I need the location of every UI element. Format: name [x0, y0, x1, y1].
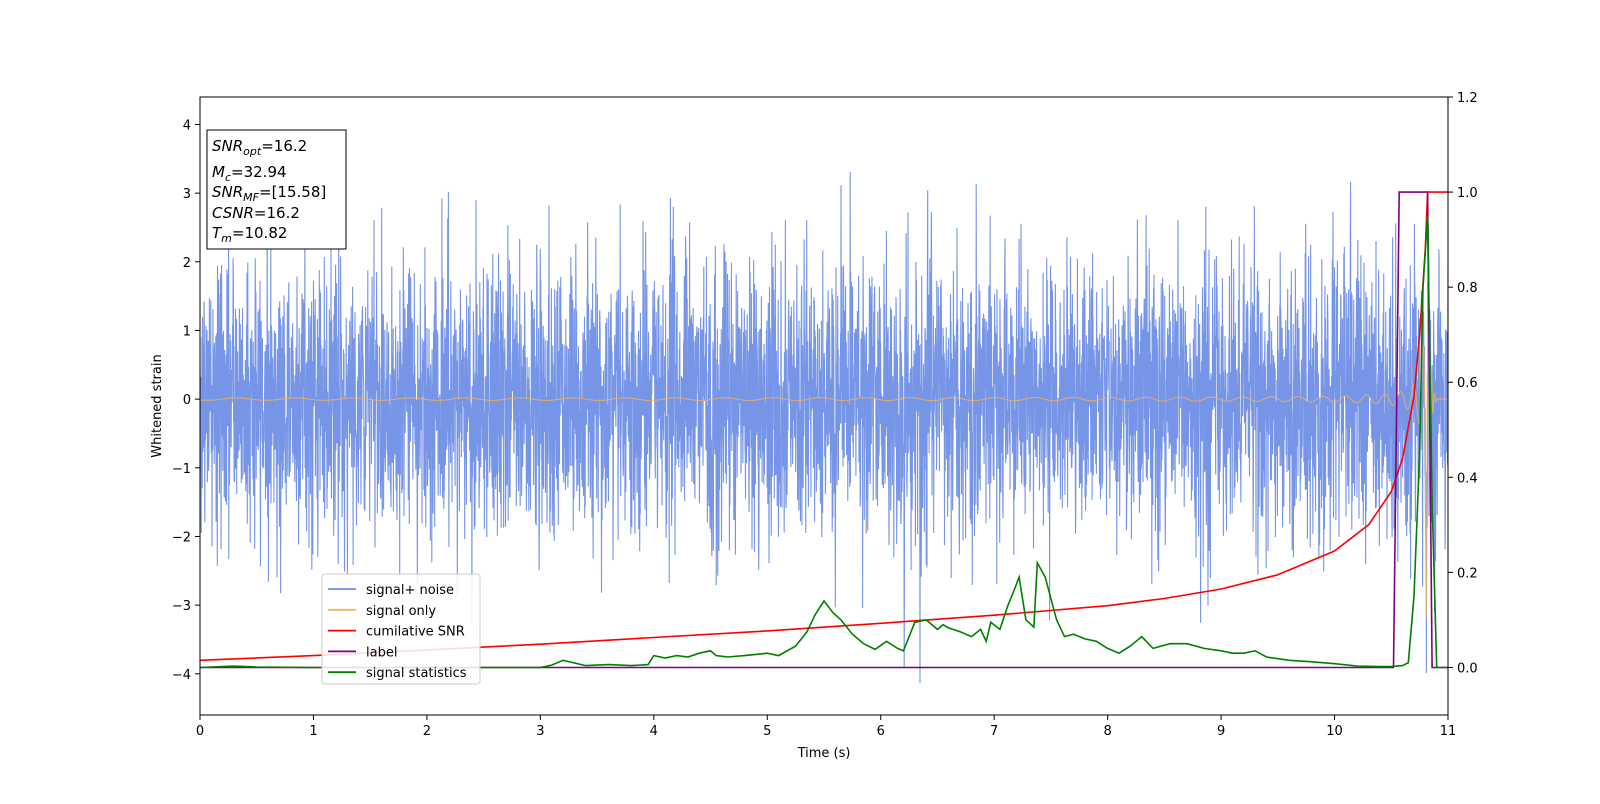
legend-label-signal-noise: signal+ noise — [366, 583, 454, 598]
legend-frame — [321, 573, 481, 685]
annotation-line-2: SNRMF=[15.58] — [212, 183, 326, 204]
y-axis-right: 0.0 0.2 0.4 0.6 0.8 1.0 1.2 — [1448, 91, 1478, 676]
x-tick-label-8: 8 — [1103, 724, 1111, 739]
series-signal-noise — [200, 171, 1448, 684]
x-tick-label-6: 6 — [877, 724, 885, 739]
series-signal-only — [200, 233, 1448, 618]
y-left-tick-label-5: 1 — [183, 324, 191, 339]
x-tick-label-11: 11 — [1440, 724, 1457, 739]
y-left-tick-label-1: −3 — [172, 599, 191, 614]
y-right-tick-label-5: 1.0 — [1457, 186, 1478, 201]
y-left-tick-label-0: −4 — [172, 668, 191, 683]
y-left-tick-label-7: 3 — [183, 187, 191, 202]
x-tick-label-10: 10 — [1326, 724, 1343, 739]
y-left-tick-label-6: 2 — [183, 256, 191, 271]
annotation-frame — [206, 129, 347, 250]
y-right-tick-label-3: 0.6 — [1457, 376, 1478, 391]
y-right-tick-label-4: 0.8 — [1457, 281, 1478, 296]
x-tick-label-7: 7 — [990, 724, 998, 739]
annotation-line-4: Tm=10.82 — [212, 224, 287, 245]
series-label — [200, 191, 1448, 669]
x-tick-label-2: 2 — [423, 724, 431, 739]
annotation-line-1: Mc=32.94 — [212, 163, 287, 184]
legend-label-label: label — [366, 645, 397, 660]
y-right-tick-label-0: 0.0 — [1457, 661, 1478, 676]
legend-label-signal-statistics: signal statistics — [366, 666, 467, 681]
x-tick-label-3: 3 — [536, 724, 544, 739]
annotation-box: SNRopt=16.2 Mc=32.94SNRMF=[15.58]CSNR=16.… — [206, 129, 347, 250]
legend-label-cumilative-snr: cumilative SNR — [366, 625, 465, 640]
x-tick-label-1: 1 — [309, 724, 317, 739]
x-axis: 0 1 2 3 4 5 6 7 8 9 10 11 — [196, 715, 1456, 739]
x-tick-label-9: 9 — [1217, 724, 1225, 739]
y-left-tick-label-8: 4 — [183, 118, 191, 133]
y-right-tick-label-1: 0.2 — [1457, 566, 1478, 581]
x-tick-label-4: 4 — [650, 724, 658, 739]
annotation-line-3: CSNR=16.2 — [212, 204, 300, 222]
series-cumilative-snr — [200, 191, 1448, 662]
legend-label-signal-only: signal only — [366, 604, 436, 619]
y-axis-label: Whitened strain — [150, 354, 165, 457]
y-right-tick-label-2: 0.4 — [1457, 471, 1478, 486]
x-axis-label: Time (s) — [797, 746, 851, 761]
y-left-tick-label-4: 0 — [183, 393, 191, 408]
series-signal-statistics — [200, 215, 1448, 669]
series-layer — [200, 171, 1448, 684]
legend: signal+ noise signal only cumilative SNR la… — [321, 573, 481, 685]
annotation-line-0: SNRopt=16.2 — [212, 137, 307, 158]
y-axis-left: −4 −3 −2 −1 0 1 2 3 4 — [172, 118, 200, 683]
x-tick-label-5: 5 — [763, 724, 771, 739]
y-left-tick-label-3: −1 — [172, 462, 191, 477]
y-right-tick-label-6: 1.2 — [1457, 91, 1478, 106]
plot-frame — [199, 96, 1449, 716]
y-left-tick-label-2: −2 — [172, 530, 191, 545]
x-tick-label-0: 0 — [196, 724, 204, 739]
